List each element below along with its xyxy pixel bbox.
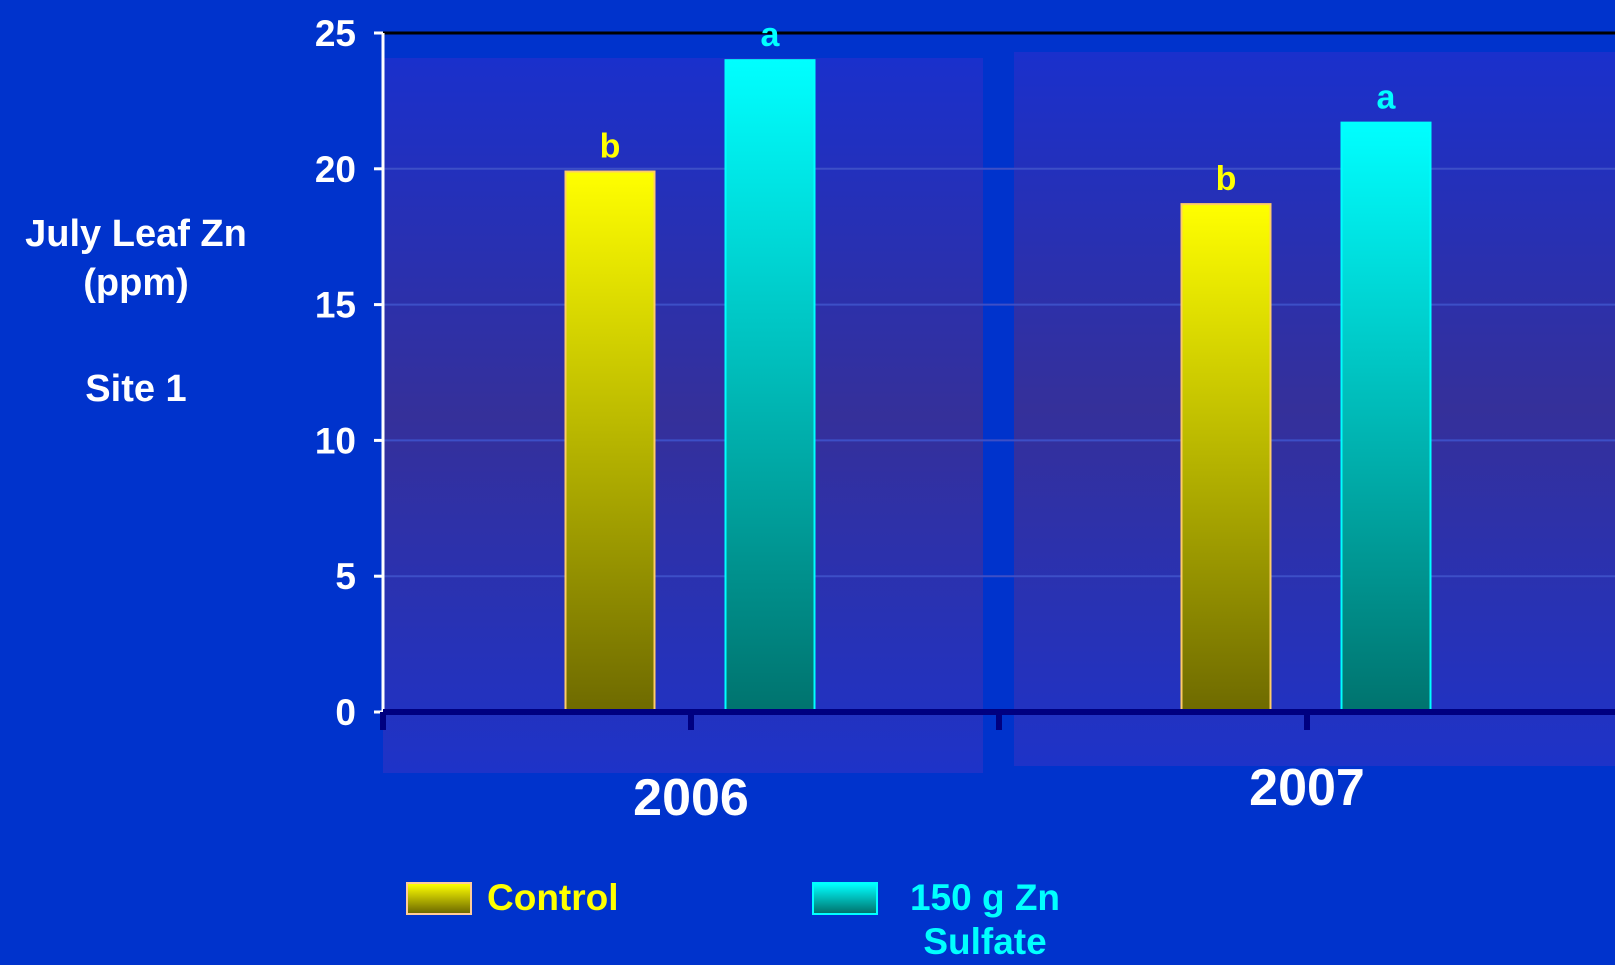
y-axis-label-line-2: (ppm) xyxy=(83,262,189,305)
data-label-control-2007: b xyxy=(1216,160,1237,198)
legend-label-zn-line-2: Sulfate xyxy=(923,921,1047,963)
legend-swatch-zn-sulfate xyxy=(812,882,878,915)
y-tick-label: 0 xyxy=(335,692,356,733)
y-tick-label: 5 xyxy=(335,556,356,597)
data-label-control-2006: b xyxy=(600,128,621,166)
legend-label-zn-line-1: 150 g Zn xyxy=(909,877,1061,918)
plot-background-left xyxy=(383,58,983,773)
legend-swatch-control xyxy=(406,882,472,915)
site-label: Site 1 xyxy=(85,368,187,410)
y-axis-label: July Leaf Zn (ppm) xyxy=(0,210,272,309)
data-label-zn-sulfate-2007: a xyxy=(1377,79,1397,117)
bar-control-2007 xyxy=(1180,203,1272,713)
bar-control-2006 xyxy=(564,170,656,714)
legend-label-control: Control xyxy=(487,877,619,918)
y-axis-label-line-1: July Leaf Zn xyxy=(25,213,247,255)
axes xyxy=(374,31,1615,730)
y-tick-label: 15 xyxy=(315,285,356,326)
bar-zn-sulfate-2007 xyxy=(1340,121,1432,714)
y-tick-label: 10 xyxy=(315,420,356,461)
data-labels: b b a a xyxy=(600,16,1397,198)
y-tick-label: 20 xyxy=(315,149,356,190)
plot-background-right xyxy=(1014,52,1615,766)
data-label-zn-sulfate-2006: a xyxy=(761,16,781,54)
legend-label-zn-sulfate: 150 g Zn Sulfate xyxy=(893,876,1077,965)
x-tick-label-2006: 2006 xyxy=(633,769,749,827)
x-tick-label-2007: 2007 xyxy=(1249,759,1365,817)
y-tick-label: 25 xyxy=(315,13,356,54)
tick-labels: 0 5 10 15 20 25 2006 2007 xyxy=(315,13,1365,827)
bar-zn-sulfate-2006 xyxy=(724,59,816,714)
